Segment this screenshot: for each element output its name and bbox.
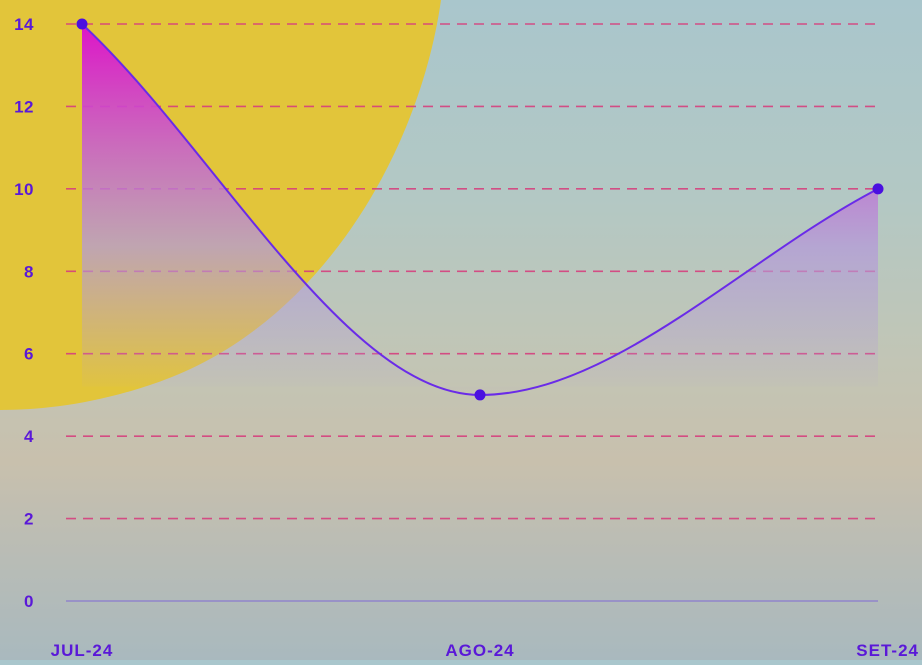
data-points	[76, 18, 884, 401]
series-line	[81, 23, 879, 396]
y-axis-tick-labels: 0 2 4 6 8 10 12 14	[14, 15, 34, 611]
series-path	[81, 23, 879, 396]
y-tick-label-6: 6	[24, 345, 34, 364]
x-tick-label-JUL-24: JUL-24	[51, 641, 114, 660]
grid-lines	[66, 23, 878, 602]
y-tick-label-14: 14	[14, 15, 34, 34]
y-tick-label-10: 10	[14, 180, 34, 199]
series-area	[82, 24, 878, 395]
y-tick-label-2: 2	[24, 510, 34, 529]
x-axis-tick-labels: JUL-24 AGO-24 SET-24	[51, 641, 919, 660]
y-tick-label-0: 0	[24, 592, 34, 611]
y-tick-label-12: 12	[14, 97, 34, 116]
x-tick-label-SET-24: SET-24	[856, 641, 919, 660]
data-point-JUL-24	[76, 18, 88, 30]
area-fill	[82, 24, 878, 395]
data-point-SET-24	[872, 183, 884, 195]
y-tick-label-4: 4	[24, 427, 34, 446]
data-point-AGO-24	[474, 389, 486, 401]
y-tick-label-8: 8	[24, 262, 34, 281]
x-tick-label-AGO-24: AGO-24	[445, 641, 514, 660]
